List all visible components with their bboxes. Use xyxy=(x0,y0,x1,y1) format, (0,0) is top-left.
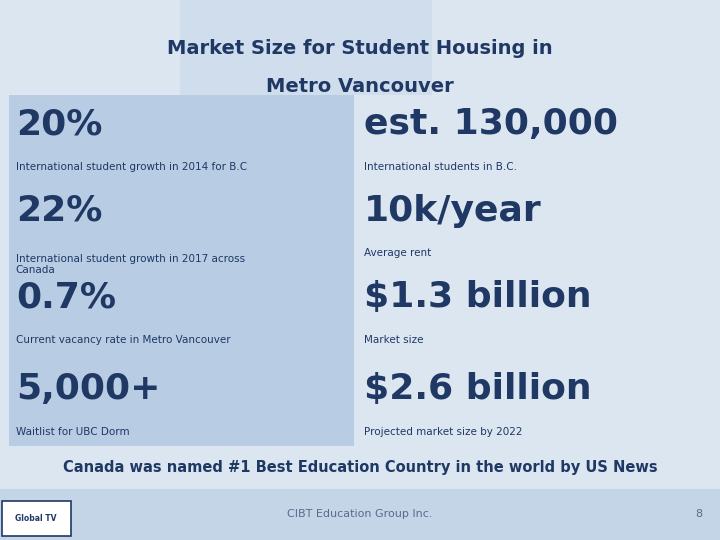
Text: Current vacancy rate in Metro Vancouver: Current vacancy rate in Metro Vancouver xyxy=(16,335,230,345)
Text: 10k/year: 10k/year xyxy=(364,194,541,227)
Text: Projected market size by 2022: Projected market size by 2022 xyxy=(364,427,522,437)
Text: 20%: 20% xyxy=(16,107,102,141)
Text: 5,000+: 5,000+ xyxy=(16,372,161,406)
Text: International student growth in 2017 across
Canada: International student growth in 2017 acr… xyxy=(16,254,245,275)
Text: Metro Vancouver: Metro Vancouver xyxy=(266,77,454,96)
FancyBboxPatch shape xyxy=(2,501,71,536)
FancyBboxPatch shape xyxy=(0,446,720,489)
FancyBboxPatch shape xyxy=(0,489,720,540)
FancyBboxPatch shape xyxy=(9,94,354,445)
Text: $1.3 billion: $1.3 billion xyxy=(364,280,591,314)
Text: Waitlist for UBC Dorm: Waitlist for UBC Dorm xyxy=(16,427,130,437)
Text: Canada was named #1 Best Education Country in the world by US News: Canada was named #1 Best Education Count… xyxy=(63,460,657,475)
Text: est. 130,000: est. 130,000 xyxy=(364,107,618,141)
FancyBboxPatch shape xyxy=(359,94,719,445)
Text: 22%: 22% xyxy=(16,194,102,227)
Text: $2.6 billion: $2.6 billion xyxy=(364,372,591,406)
Text: 0.7%: 0.7% xyxy=(16,280,116,314)
Text: Global TV: Global TV xyxy=(15,514,57,523)
Text: International students in B.C.: International students in B.C. xyxy=(364,162,517,172)
Text: Market Size for Student Housing in: Market Size for Student Housing in xyxy=(167,39,553,58)
Text: Average rent: Average rent xyxy=(364,248,431,259)
Text: Market size: Market size xyxy=(364,335,423,345)
Text: 8: 8 xyxy=(695,509,702,519)
Text: International student growth in 2014 for B.C: International student growth in 2014 for… xyxy=(16,162,247,172)
Polygon shape xyxy=(180,0,432,94)
Text: CIBT Education Group Inc.: CIBT Education Group Inc. xyxy=(287,509,433,519)
